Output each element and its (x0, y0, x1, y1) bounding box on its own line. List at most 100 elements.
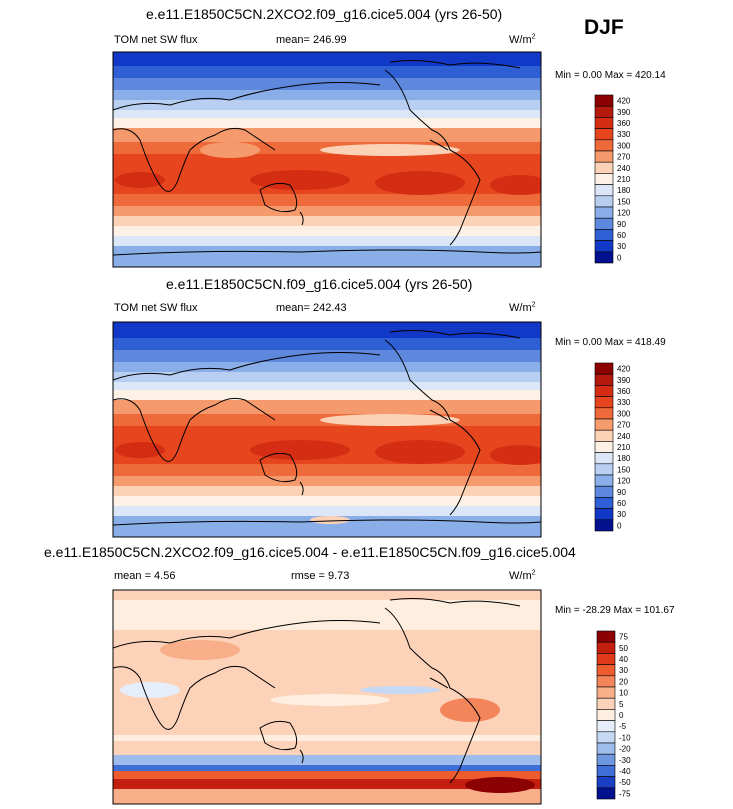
colorbar2-tick-label: 90 (617, 488, 626, 497)
colorbar1-swatch (594, 229, 614, 241)
colorbar1-swatch (594, 139, 614, 152)
colorbar1-tick-label: 420 (617, 97, 631, 106)
panel1-minmax-label: Min = 0.00 Max = 420.14 (555, 70, 666, 81)
colorbar2-swatch (594, 485, 614, 498)
colorbar1-tick-label: 360 (617, 119, 631, 128)
colorbar1-tick-label: 60 (617, 231, 626, 240)
colorbar3-swatch (596, 664, 616, 677)
colorbar3-swatch (596, 653, 616, 665)
colorbar3-swatch (596, 731, 616, 744)
colorbar1-swatch (594, 161, 614, 174)
colorbar1-tick-label: 180 (617, 186, 631, 195)
colorbar3-swatch (596, 742, 616, 755)
colorbar2-swatch (594, 441, 614, 453)
colorbar3-swatch (596, 765, 616, 777)
colorbar2-swatch (594, 407, 614, 420)
panel1-map (113, 52, 541, 267)
panel3-minmax-label: Min = -28.29 Max = 101.67 (555, 605, 675, 616)
colorbar2-tick-label: 360 (617, 387, 631, 396)
colorbar2-swatch (594, 497, 614, 509)
panel3-coastlines (113, 598, 521, 784)
colorbar2-swatch (594, 429, 614, 442)
colorbar1-tick-label: 90 (617, 220, 626, 229)
colorbar1-tick-label: 0 (617, 253, 622, 262)
colorbar2-swatch (594, 519, 614, 532)
colorbar3-swatch (596, 709, 616, 721)
colorbar3-tick-label: 50 (619, 644, 628, 653)
panel1-variable-label: TOM net SW flux (114, 34, 198, 46)
colorbar2-tick-label: 120 (617, 477, 631, 486)
panel2-minmax-label: Min = 0.00 Max = 418.49 (555, 337, 666, 348)
colorbar1-swatch (594, 105, 614, 118)
panel2-map (113, 322, 541, 537)
colorbar2-tick-label: 390 (617, 376, 631, 385)
colorbar1-swatch (594, 128, 614, 141)
panel2-mean-label: mean= 242.43 (276, 302, 347, 314)
colorbar3-tick-label: -40 (619, 767, 631, 776)
panel2-coastlines (113, 330, 541, 526)
colorbar2-tick-label: 0 (617, 521, 622, 530)
colorbar3-tick-label: -20 (619, 745, 631, 754)
colorbar1-tick-label: 300 (617, 141, 631, 150)
colorbar2-swatch (594, 385, 614, 397)
panel2-frame (112, 321, 542, 538)
colorbar3-tick-label: -5 (619, 722, 627, 731)
colorbar1-swatch (594, 150, 614, 163)
colorbar1-tick-label: 120 (617, 209, 631, 218)
colorbar2-swatch (594, 452, 614, 465)
colorbar1-tick-label: 210 (617, 175, 631, 184)
panel3-rmse-label: rmse = 9.73 (291, 570, 350, 582)
colorbar1-swatch (594, 94, 614, 107)
colorbar1-swatch (594, 240, 614, 253)
colorbar3-swatch (596, 675, 616, 688)
colorbar3-swatch (596, 776, 616, 789)
panel1-title: e.e11.E1850C5CN.2XCO2.f09_g16.cice5.004 … (146, 6, 503, 22)
colorbar2-swatch (594, 508, 614, 521)
colorbar3-swatch (596, 753, 616, 766)
colorbar3-tick-label: -75 (619, 789, 631, 798)
panel2-title: e.e11.E1850C5CN.f09_g16.cice5.004 (yrs 2… (166, 276, 473, 292)
colorbar2-tick-label: 150 (617, 465, 631, 474)
colorbar1-swatch (594, 195, 614, 208)
colorbar3-swatch (596, 630, 616, 643)
colorbar2-swatch (594, 474, 614, 487)
panel3-map (113, 590, 541, 804)
colorbar2-tick-label: 270 (617, 421, 631, 430)
colorbar1-tick-label: 330 (617, 130, 631, 139)
panel1-mean-label: mean= 246.99 (276, 34, 347, 46)
panel2-variable-label: TOM net SW flux (114, 302, 198, 314)
colorbar1-tick-label: 30 (617, 242, 626, 251)
colorbar2-swatch (594, 396, 614, 409)
colorbar1-swatch (594, 173, 614, 185)
colorbar1-swatch (594, 251, 614, 264)
colorbar1-swatch (594, 117, 614, 129)
colorbar2-tick-label: 180 (617, 454, 631, 463)
colorbar2-tick-label: 60 (617, 499, 626, 508)
colorbar3-swatch (596, 697, 616, 710)
colorbar3-tick-label: 30 (619, 666, 628, 675)
colorbar3-tick-label: 0 (619, 711, 624, 720)
colorbar2-tick-label: 330 (617, 398, 631, 407)
panel3-frame (112, 589, 542, 805)
colorbar3-tick-label: 40 (619, 655, 628, 664)
panel3-title: e.e11.E1850C5CN.2XCO2.f09_g16.cice5.004 … (44, 544, 576, 560)
panel3-mean-label: mean = 4.56 (114, 570, 176, 582)
colorbar2-swatch (594, 463, 614, 476)
colorbar1-swatch (594, 184, 614, 197)
panel2-units-label: W/m2 (509, 301, 536, 314)
colorbar1-tick-label: 240 (617, 164, 631, 173)
colorbar2-tick-label: 300 (617, 409, 631, 418)
colorbar3-swatch (596, 787, 616, 800)
colorbar3-tick-label: 20 (619, 677, 628, 686)
colorbar3-tick-label: 10 (619, 689, 628, 698)
colorbar2-tick-label: 210 (617, 443, 631, 452)
colorbar3-tick-label: -30 (619, 756, 631, 765)
colorbar2-swatch (594, 362, 614, 375)
colorbar1-tick-label: 390 (617, 108, 631, 117)
colorbar1-swatch (594, 206, 614, 219)
colorbar2-tick-label: 240 (617, 432, 631, 441)
colorbar3-swatch (596, 641, 616, 654)
colorbar3-swatch (596, 686, 616, 699)
colorbar1-tick-label: 270 (617, 153, 631, 162)
